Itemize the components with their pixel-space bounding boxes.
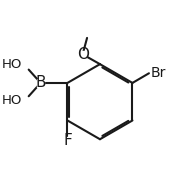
Text: HO: HO	[2, 94, 22, 107]
Bar	[79, 51, 86, 57]
Text: F: F	[63, 133, 72, 148]
Text: B: B	[35, 75, 46, 90]
Bar	[65, 137, 70, 144]
Text: HO: HO	[2, 58, 22, 71]
Text: O: O	[77, 47, 89, 62]
Bar	[37, 79, 44, 87]
Text: Br: Br	[150, 66, 166, 80]
